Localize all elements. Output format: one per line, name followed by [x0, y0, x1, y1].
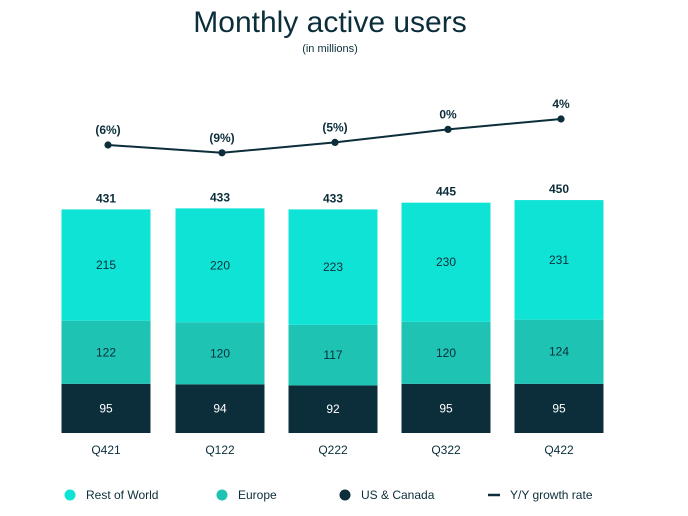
bar-segment: [61, 383, 151, 433]
legend-label: US & Canada: [361, 488, 435, 502]
legend-marker: [216, 489, 228, 501]
legend-marker: [64, 489, 76, 501]
growth-value-label: 4%: [552, 97, 570, 111]
legend-label: Y/Y growth rate: [510, 488, 593, 502]
segment-value-label: 230: [436, 255, 456, 269]
segment-value-label: 122: [96, 345, 116, 359]
bar-segment: [401, 383, 491, 433]
growth-point: [331, 138, 339, 146]
legend-marker: [339, 489, 351, 501]
legend: Rest of World Europe US & Canada Y/Y growth…: [64, 488, 593, 502]
segment-value-label: 215: [96, 258, 116, 272]
x-tick-label: Q222: [318, 443, 348, 457]
legend-label: Europe: [238, 488, 277, 502]
x-tick-label: Q322: [431, 443, 461, 457]
growth-value-label: (9%): [209, 131, 234, 145]
chart-subtitle: (in millions): [302, 43, 358, 55]
bar-segment: [514, 200, 604, 320]
segment-value-label: 94: [213, 402, 227, 416]
chart-title: Monthly active users: [193, 6, 466, 39]
bar-segment: [401, 202, 491, 322]
bar-total-label: 445: [436, 185, 456, 199]
growth-point: [444, 125, 452, 133]
x-tick-label: Q421: [91, 443, 121, 457]
segment-value-label: 117: [323, 348, 342, 362]
segment-value-label: 124: [549, 345, 569, 359]
segment-value-label: 120: [210, 346, 230, 360]
growth-point: [557, 115, 565, 123]
legend-label: Rest of World: [86, 488, 158, 502]
bar-segment: [288, 324, 378, 386]
growth-point: [104, 141, 112, 149]
segment-value-label: 120: [436, 346, 456, 360]
bar-segment: [175, 384, 265, 433]
bar-total-label: 450: [549, 182, 569, 196]
bar-segment: [288, 209, 378, 325]
growth-value-label: 0%: [439, 107, 457, 121]
segment-value-label: 95: [99, 401, 113, 415]
bar-segment: [401, 321, 491, 384]
bar-segment: [288, 385, 378, 433]
bar-total-label: 433: [323, 191, 343, 205]
bar-segment: [175, 208, 265, 323]
segment-value-label: 95: [552, 401, 566, 415]
growth-line-layer: (6%) (9%) (5%) 0% 4%: [95, 97, 570, 157]
segment-value-label: 95: [439, 401, 453, 415]
x-tick-label: Q122: [205, 443, 235, 457]
bar-segment: [514, 319, 604, 384]
bar-segment: [175, 322, 265, 385]
bar-total-label: 433: [210, 190, 230, 204]
segment-value-label: 92: [326, 402, 340, 416]
x-tick-label: Q422: [544, 443, 574, 457]
bar-segment: [514, 383, 604, 433]
growth-value-label: (5%): [322, 120, 347, 134]
growth-point: [218, 149, 226, 157]
bar-segment: [61, 209, 151, 321]
segment-value-label: 223: [323, 260, 343, 274]
segment-value-label: 220: [210, 258, 230, 272]
bars-layer: 95 122 215 431 Q421 94 120 220 433 Q122 92 117 223 43…: [61, 182, 604, 457]
bar-total-label: 431: [96, 191, 116, 205]
growth-value-label: (6%): [95, 123, 120, 137]
bar-segment: [61, 320, 151, 384]
segment-value-label: 231: [549, 253, 569, 267]
